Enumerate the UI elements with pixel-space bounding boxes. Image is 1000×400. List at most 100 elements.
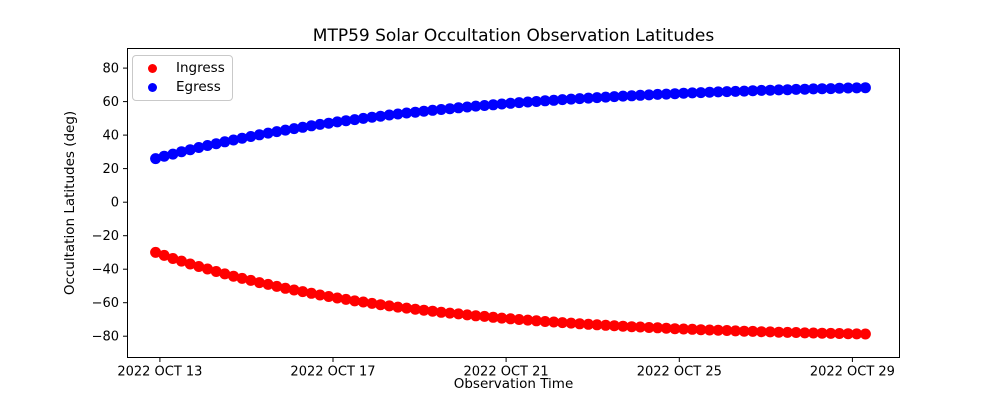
ingress-point — [409, 303, 421, 315]
ingress-point — [816, 327, 828, 339]
egress-points — [150, 82, 871, 165]
egress-point — [150, 153, 162, 165]
legend-label-ingress: Ingress — [176, 60, 225, 76]
ingress-point — [738, 325, 750, 337]
egress-point — [184, 144, 196, 156]
ingress-point — [695, 324, 707, 336]
ingress-point — [747, 325, 759, 337]
egress-point — [401, 107, 413, 119]
ingress-point — [600, 319, 612, 331]
ingress-point — [435, 306, 447, 318]
y-tick-label: −20 — [92, 229, 119, 244]
ingress-point — [833, 328, 845, 339]
egress-point — [660, 88, 672, 100]
egress-point — [574, 93, 586, 105]
ingress-points — [150, 246, 871, 340]
egress-point — [340, 115, 352, 127]
egress-point — [530, 96, 542, 107]
egress-point — [764, 84, 776, 96]
x-tick-label: 2022 OCT 17 — [290, 365, 375, 380]
ingress-point — [807, 327, 819, 339]
ingress-point — [704, 324, 716, 336]
ingress-point — [314, 289, 326, 301]
egress-point — [435, 104, 447, 115]
egress-point — [807, 83, 819, 95]
egress-point — [228, 134, 239, 146]
egress-point — [782, 84, 793, 96]
egress-point — [539, 95, 551, 107]
egress-point — [158, 150, 170, 162]
chart-title: MTP59 Solar Occultation Observation Lati… — [312, 26, 715, 46]
ingress-point — [228, 270, 239, 282]
egress-point — [634, 89, 646, 101]
ingress-point — [859, 328, 871, 340]
ingress-point — [487, 311, 499, 323]
axes-frame — [127, 48, 900, 358]
ingress-point — [652, 322, 664, 334]
ingress-marker-icon — [148, 64, 157, 74]
y-tick-label: 20 — [102, 162, 119, 177]
ingress-point — [271, 280, 283, 292]
egress-marker-icon — [148, 82, 157, 92]
ingress-point — [496, 312, 508, 324]
egress-point — [678, 87, 690, 99]
ingress-point — [591, 319, 603, 331]
egress-point — [461, 101, 473, 113]
egress-point — [314, 118, 326, 130]
egress-point — [305, 120, 317, 132]
y-tick-label: 80 — [102, 62, 119, 77]
ingress-point — [678, 323, 690, 335]
ingress-point — [505, 313, 516, 325]
egress-point — [366, 111, 378, 123]
ingress-point — [782, 326, 793, 338]
ingress-point — [150, 246, 162, 258]
egress-point — [600, 91, 612, 103]
egress-point — [453, 102, 464, 114]
ingress-point — [608, 320, 620, 332]
egress-point — [591, 92, 603, 104]
egress-point — [392, 108, 404, 120]
egress-point — [721, 86, 733, 98]
ingress-point — [279, 282, 291, 294]
egress-point — [349, 114, 361, 126]
x-axis-ticks: 2022 OCT 13 2022 OCT 17 2022 OCT 21 2022 OC… — [117, 358, 895, 380]
x-tick-label: 2022 OCT 29 — [810, 365, 895, 380]
y-tick-label: −80 — [92, 330, 119, 345]
egress-point — [323, 117, 335, 129]
egress-point — [279, 124, 291, 136]
egress-point — [202, 140, 213, 151]
ingress-point — [193, 261, 205, 272]
x-axis-label: Observation Time — [453, 376, 574, 392]
ingress-point — [730, 325, 741, 337]
legend-label-egress: Egress — [176, 78, 221, 95]
ingress-point — [262, 278, 274, 290]
egress-point — [479, 100, 490, 111]
ingress-point — [236, 272, 248, 284]
ingress-point — [626, 321, 638, 333]
ingress-point — [522, 314, 534, 326]
ingress-point — [444, 307, 456, 319]
ingress-point — [669, 323, 681, 335]
x-tick-label: 2022 OCT 25 — [637, 365, 722, 380]
egress-point — [773, 84, 785, 96]
egress-point — [262, 127, 274, 139]
egress-point — [608, 91, 620, 103]
ingress-point — [253, 277, 265, 289]
x-tick-label: 2022 OCT 13 — [117, 365, 202, 380]
egress-point — [669, 88, 681, 100]
ingress-point — [158, 249, 170, 261]
ingress-point — [288, 284, 300, 296]
ingress-point — [219, 268, 231, 280]
ingress-point — [617, 320, 629, 332]
egress-point — [357, 112, 369, 124]
ingress-point — [539, 316, 551, 327]
ingress-point — [375, 299, 387, 311]
egress-point — [427, 104, 439, 116]
egress-point — [522, 96, 534, 108]
ingress-point — [643, 322, 655, 333]
egress-point — [799, 83, 811, 95]
egress-point — [297, 121, 309, 133]
ingress-point — [851, 328, 863, 340]
egress-point — [487, 99, 499, 111]
